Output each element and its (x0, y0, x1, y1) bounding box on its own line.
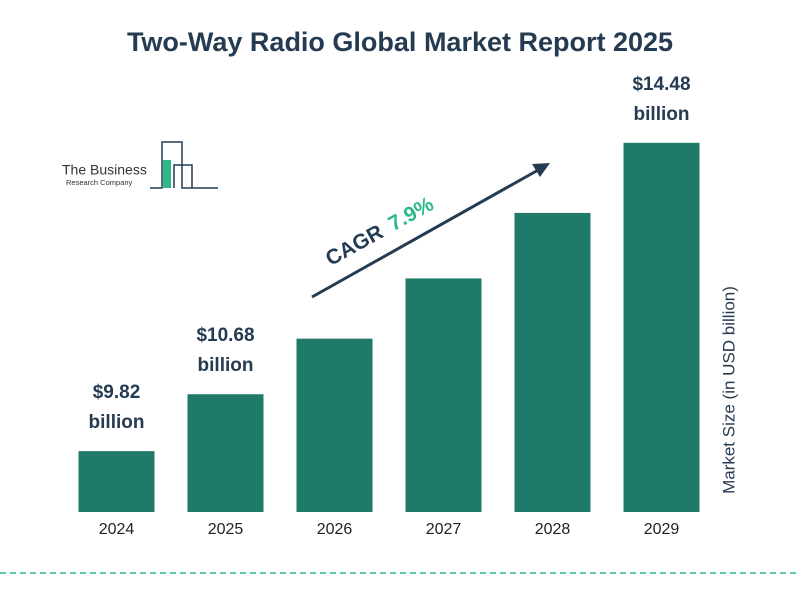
bar (296, 338, 373, 512)
logo-outline (173, 164, 193, 188)
bar (623, 142, 700, 513)
logo-outline (150, 141, 218, 189)
value-label-line: billion (89, 412, 145, 433)
cagr-value: 7.9% (384, 192, 437, 235)
bar (405, 278, 482, 512)
logo-text: Research Company (66, 178, 133, 187)
value-label: $10.68 billion (196, 325, 254, 376)
logo-text: The Business (62, 162, 147, 178)
logo-bar (163, 160, 171, 188)
value-label-line: $10.68 (196, 325, 254, 346)
bar (78, 451, 155, 512)
x-tick-label: 2029 (644, 521, 680, 538)
value-label-line: $14.48 (632, 74, 690, 95)
value-label: $14.48 billion (632, 74, 690, 125)
value-label-line: $9.82 (93, 382, 141, 403)
cagr-label: CAGR (322, 220, 387, 270)
x-tick-label: 2026 (317, 521, 353, 538)
cagr-annotation: CAGR 7.9% (311, 163, 550, 299)
bar (187, 394, 264, 512)
x-tick-label: 2024 (99, 521, 135, 538)
x-tick-label: 2025 (208, 521, 244, 538)
bar (514, 212, 591, 512)
value-label-line: billion (634, 104, 690, 125)
cagr-arrowhead (532, 163, 550, 177)
value-label-line: billion (198, 355, 254, 376)
x-tick-label: 2028 (535, 521, 571, 538)
y-axis-label: Market Size (in USD billion) (719, 286, 738, 494)
value-label: $9.82 billion (89, 382, 145, 433)
chart-title: Two-Way Radio Global Market Report 2025 (127, 27, 673, 57)
cagr-arrow (311, 167, 541, 299)
logo: The Business Research Company (62, 141, 218, 189)
x-tick-label: 2027 (426, 521, 462, 538)
